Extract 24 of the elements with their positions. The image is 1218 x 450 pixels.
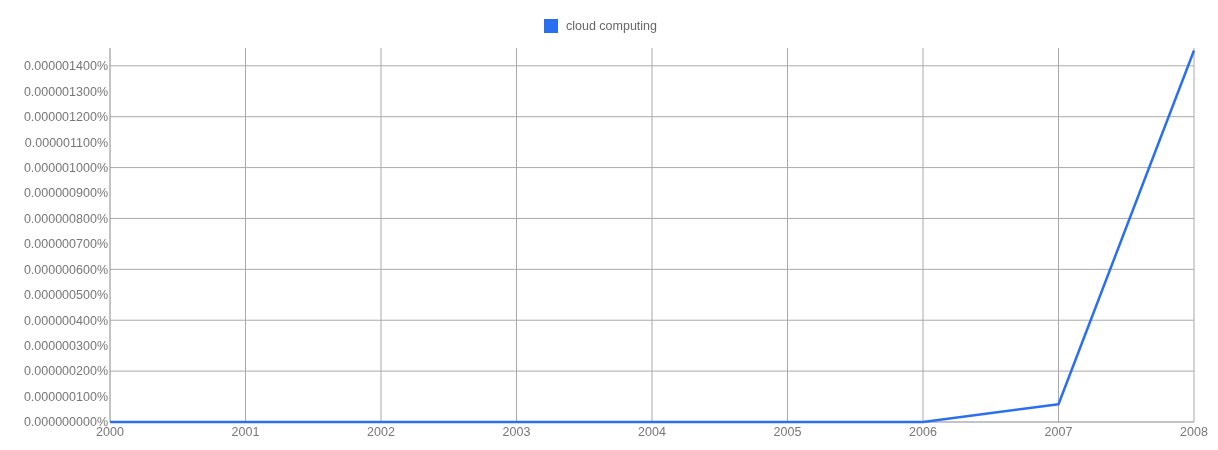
- y-tick-label: 0.000000700%: [23, 237, 108, 252]
- y-tick-label: 0.000001400%: [23, 59, 108, 74]
- y-tick-label: 0.000000400%: [23, 313, 108, 328]
- x-tick-label: 2003: [502, 425, 531, 439]
- y-tick-label: 0.000000900%: [23, 186, 108, 201]
- y-tick-label: 0.000000200%: [23, 364, 108, 379]
- x-tick-label: 2006: [909, 425, 937, 439]
- y-tick-label: 0.000000600%: [23, 262, 108, 277]
- y-tick-label: 0.000001200%: [23, 110, 108, 125]
- x-tick-label: 2002: [367, 425, 395, 439]
- x-tick-label: 2008: [1180, 425, 1208, 439]
- legend-label: cloud computing: [566, 19, 658, 33]
- y-tick-label: 0.000000100%: [23, 389, 108, 404]
- x-tick-label: 2007: [1044, 425, 1073, 439]
- y-tick-label: 0.000001300%: [23, 84, 108, 99]
- x-tick-label: 2005: [773, 425, 802, 439]
- y-tick-label: 0.000000300%: [23, 339, 108, 354]
- y-tick-label: 0.000000500%: [23, 288, 108, 303]
- y-tick-label: 0.000001100%: [24, 135, 108, 150]
- x-tick-label: 2000: [96, 425, 124, 439]
- x-tick-label: 2004: [638, 425, 666, 439]
- y-tick-label: 0.000000800%: [23, 211, 108, 226]
- y-tick-label: 0.000001000%: [23, 160, 108, 175]
- x-tick-label: 2001: [231, 425, 260, 439]
